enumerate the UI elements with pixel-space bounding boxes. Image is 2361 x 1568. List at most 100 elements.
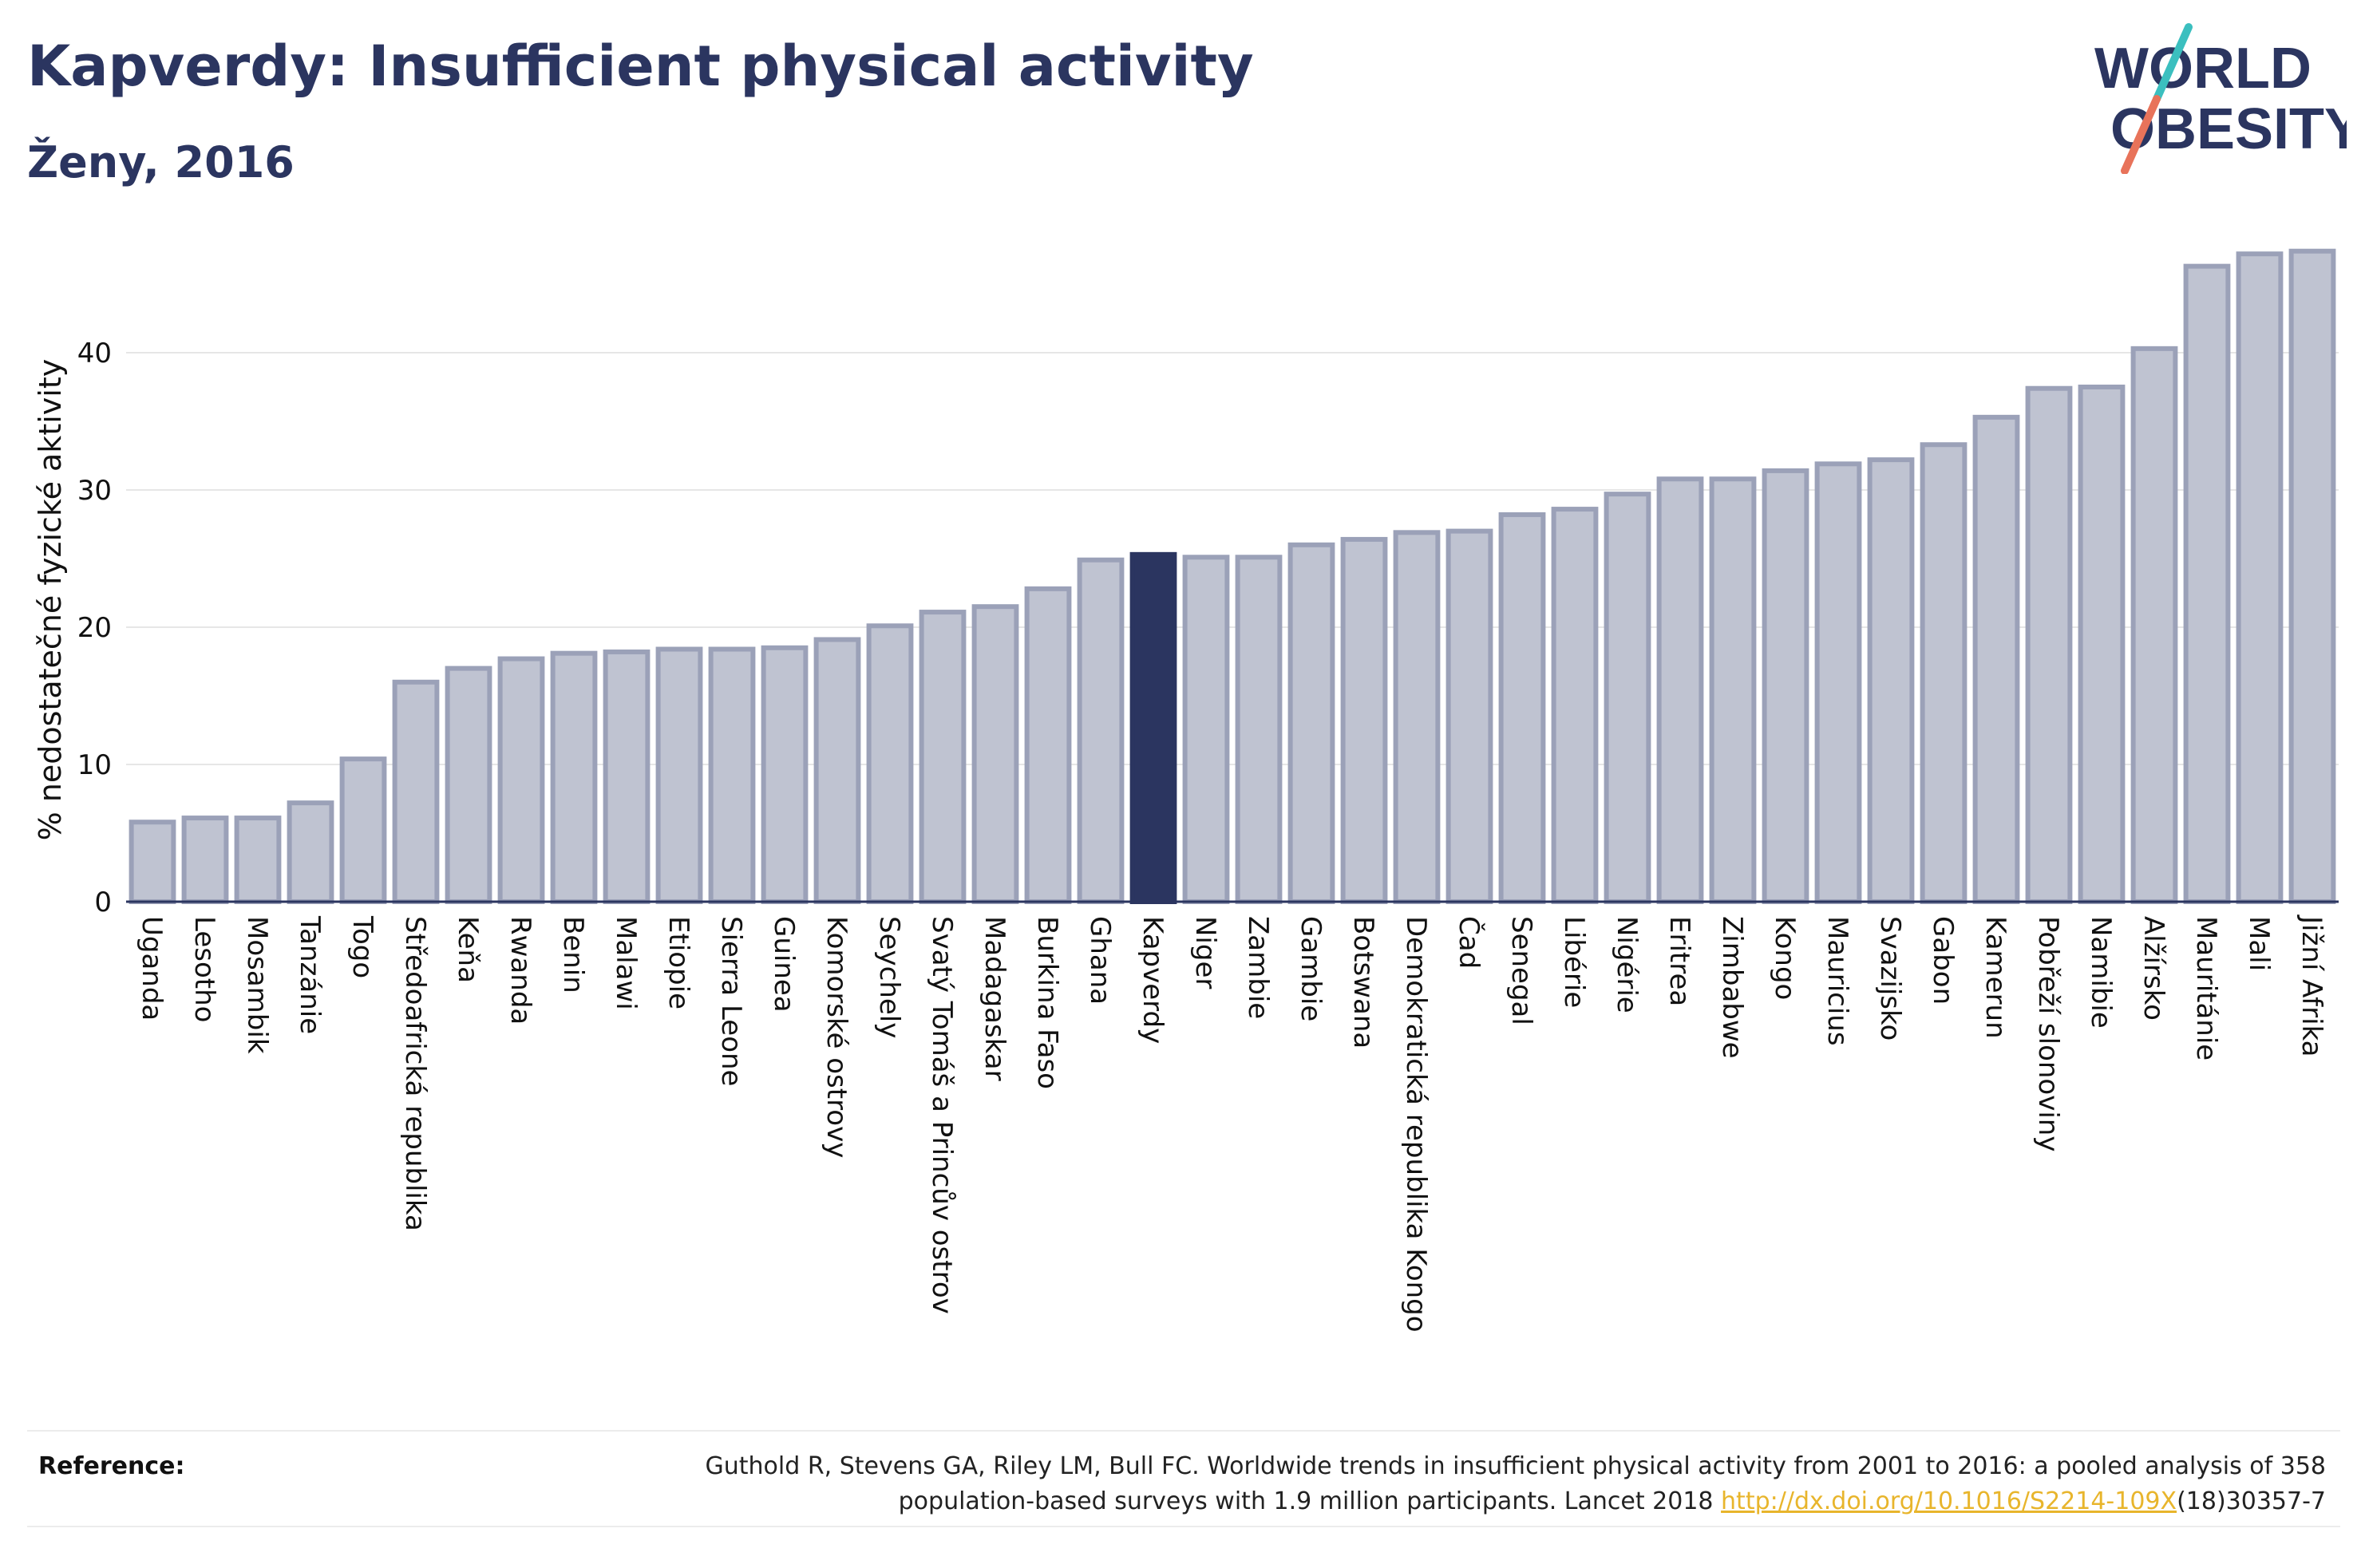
bar-madagaskar [971,604,1019,904]
bar-mosambik [234,816,282,904]
x-tick-label: Tanzánie [294,915,326,1034]
x-tick-label: Senegal [1505,916,1537,1025]
bar-středoafrická-republika [392,679,440,904]
x-tick-label: Jižní Afrika [2296,914,2327,1057]
chart-title: Kapverdy: Insufficient physical activity [27,34,1254,99]
bar-kamerun [1972,414,2020,904]
logo-line-1: WORLD [2094,37,2312,101]
x-tick-label: Eritrea [1663,916,1695,1006]
x-tick-label: Demokratická republika Kongo [1400,916,1432,1333]
bar-libérie [1551,507,1599,905]
x-tick-label: Středoafrická republika [399,916,431,1231]
reference-line-2-prefix: population-based surveys with 1.9 millio… [898,1487,1722,1515]
bar-etiopie [655,646,703,905]
x-tick-label: Botswana [1347,916,1379,1049]
x-tick-label: Kongo [1769,916,1801,1000]
y-tick-label: 40 [77,338,112,369]
bar-burkina-faso [1024,586,1072,905]
x-tick-label: Zambie [1242,916,1274,1019]
x-tick-label: Burkina Faso [1031,916,1063,1089]
bar-benin [550,650,598,904]
bar-čad [1445,528,1493,904]
x-tick-label: Kapverdy [1137,916,1169,1044]
y-tick-label: 20 [77,612,112,644]
x-tick-label: Seychely [873,916,905,1038]
reference-line-1: Guthold R, Stevens GA, Riley LM, Bull FC… [705,1452,2326,1480]
bar-gambie [1287,542,1335,904]
logo-slash-teal [2153,23,2193,103]
bar-mauritánie [2183,263,2231,904]
reference-text: Guthold R, Stevens GA, Riley LM, Bull FC… [490,1449,2326,1519]
reference-top-divider [27,1430,2340,1432]
bar-zimbabwe [1709,476,1757,904]
bar-alžírsko [2130,346,2178,904]
x-tick-label: Gambie [1295,916,1327,1021]
x-tick-label: Libérie [1558,916,1590,1008]
logo-slash-coral [2121,95,2161,174]
x-tick-label: Zimbabwe [1716,916,1748,1059]
x-tick-label: Svazijsko [1874,916,1906,1041]
x-tick-label: Mosambik [241,916,273,1054]
bar-sierra-leone [708,646,756,905]
bar-lesotho [181,816,229,904]
x-tick-label: Madagaskar [979,916,1010,1081]
bar-malawi [603,649,651,905]
bar-eritrea [1656,476,1704,904]
bar-kongo [1762,468,1809,904]
y-tick-label: 10 [77,749,112,781]
x-tick-label: Ghana [1084,916,1116,1005]
x-tick-label: Čad [1453,916,1485,969]
x-tick-label: Sierra Leone [715,916,747,1086]
y-axis-label: % nedostatečné fyzické aktivity [33,359,68,841]
x-tick-label: Malawi [610,916,642,1010]
world-obesity-logo: WORLD OBESITY [2094,23,2347,174]
reference-doi-link[interactable]: http://dx.doi.org/10.1016/S2214-109X [1721,1487,2177,1515]
x-tick-label: Rwanda [504,916,536,1025]
bar-namibie [2078,385,2126,904]
x-tick-label: Benin [557,916,589,993]
y-tick-label: 30 [77,475,112,507]
bar-uganda [129,820,176,904]
reference-bottom-divider [27,1526,2340,1527]
chart-subtitle: Ženy, 2016 [27,137,295,188]
bar-seychely [866,623,914,905]
x-tick-label: Mauricius [1821,916,1853,1046]
x-tick-label: Togo [346,915,378,978]
bar-mauricius [1814,461,1862,904]
bar-senegal [1498,511,1546,905]
x-tick-label: Komorské ostrovy [821,916,852,1158]
bar-gabon [1920,442,1968,904]
bar-zambie [1235,555,1283,905]
bar-jižní-afrika [2288,248,2336,905]
bar-kapverdy [1129,551,1177,905]
x-tick-label: Alžírsko [2138,916,2169,1021]
x-tick-label: Etiopie [662,916,694,1009]
x-tick-label: Gabon [1927,916,1959,1005]
x-tick-label: Mauritánie [2190,916,2222,1060]
x-tick-label: Namibie [2085,916,2117,1029]
bar-nigérie [1604,492,1651,904]
bar-svatý-tomáš-a-princův-ostrov [919,610,967,905]
x-tick-label: Guinea [768,916,800,1013]
y-tick-label: 0 [94,887,112,918]
bar-guinea [761,645,809,904]
bar-chart: 0 10 20 30 40 % nedostatečné fyzické aktivity… [33,248,2339,1333]
x-tick-label: Mali [2243,916,2275,971]
bar-pobřeží-slonoviny [2025,385,2073,905]
x-tick-label: Kamerun [1979,916,2011,1039]
bar-niger [1182,555,1230,905]
bar-svazijsko [1867,457,1915,904]
reference-line-2-suffix: (18)30357-7 [2177,1487,2326,1515]
reference-line-2: population-based surveys with 1.9 millio… [490,1484,2326,1519]
bar-rwanda [497,656,545,904]
bar-botswana [1340,536,1388,904]
bar-keňa [445,666,492,904]
x-tick-label: Niger [1189,916,1221,989]
x-tick-label: Lesotho [188,916,220,1022]
x-tick-label: Svatý Tomáš a Princův ostrov [926,916,958,1314]
x-tick-label: Keňa [452,916,484,983]
bar-ghana [1077,557,1125,904]
x-tick-label: Pobřeží slonoviny [2032,916,2064,1151]
x-tick-label: Uganda [136,916,168,1021]
bar-togo [339,756,387,904]
